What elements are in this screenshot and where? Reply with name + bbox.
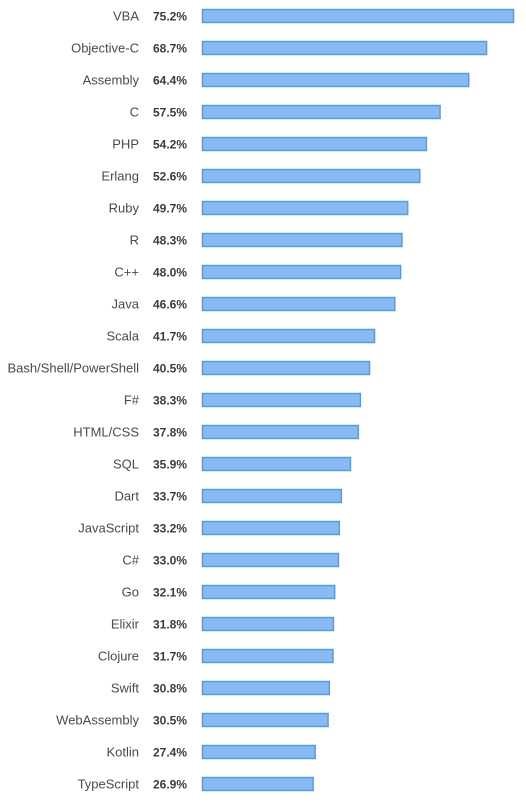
value-label: 41.7% xyxy=(153,330,187,344)
bar xyxy=(201,72,470,88)
value-label: 31.7% xyxy=(153,650,187,664)
bar xyxy=(201,680,331,696)
bar xyxy=(201,40,488,56)
bar xyxy=(201,648,334,664)
value-label: 48.3% xyxy=(153,234,187,248)
chart-rows: VBA 75.2% Objective-C 68.7% Assembly 64.4% C 57… xyxy=(7,8,515,792)
category-label: Scala xyxy=(106,329,139,344)
bar xyxy=(201,456,352,472)
category-label: Swift xyxy=(111,681,140,696)
category-label: C# xyxy=(122,553,139,568)
value-label: 30.5% xyxy=(153,714,187,728)
value-label: 57.5% xyxy=(153,106,187,120)
value-label: 31.8% xyxy=(153,618,187,632)
category-label: Clojure xyxy=(98,649,139,664)
value-label: 38.3% xyxy=(153,394,187,408)
bar xyxy=(201,328,376,344)
category-label: Assembly xyxy=(83,73,140,88)
bar xyxy=(201,744,316,760)
bar xyxy=(201,392,362,408)
category-label: VBA xyxy=(113,9,139,24)
category-label: Kotlin xyxy=(106,745,139,760)
category-label: HTML/CSS xyxy=(73,425,139,440)
value-label: 64.4% xyxy=(153,74,187,88)
category-label: TypeScript xyxy=(78,777,140,792)
bar xyxy=(201,584,336,600)
value-label: 52.6% xyxy=(153,170,187,184)
bar xyxy=(201,8,515,24)
value-label: 37.8% xyxy=(153,426,187,440)
bar xyxy=(201,136,428,152)
bar xyxy=(201,552,340,568)
category-label: C++ xyxy=(114,265,139,280)
bar xyxy=(201,264,402,280)
bar xyxy=(201,168,421,184)
bar xyxy=(201,616,335,632)
value-label: 35.9% xyxy=(153,458,187,472)
category-label: Bash/Shell/PowerShell xyxy=(7,361,139,376)
bar xyxy=(201,232,403,248)
value-label: 30.8% xyxy=(153,682,187,696)
bar xyxy=(201,712,329,728)
value-label: 48.0% xyxy=(153,266,187,280)
bar xyxy=(201,488,343,504)
bar xyxy=(201,296,396,312)
bar xyxy=(201,424,360,440)
category-label: R xyxy=(130,233,139,248)
value-label: 75.2% xyxy=(153,10,187,24)
category-label: Erlang xyxy=(101,169,139,184)
category-label: F# xyxy=(124,393,140,408)
value-label: 68.7% xyxy=(153,42,187,56)
bar xyxy=(201,200,409,216)
bar xyxy=(201,520,340,536)
value-label: 32.1% xyxy=(153,586,187,600)
value-label: 33.2% xyxy=(153,522,187,536)
category-label: C xyxy=(130,105,139,120)
value-label: 27.4% xyxy=(153,746,187,760)
value-label: 54.2% xyxy=(153,138,187,152)
value-label: 49.7% xyxy=(153,202,187,216)
value-label: 33.7% xyxy=(153,490,187,504)
bar xyxy=(201,776,314,792)
category-label: PHP xyxy=(112,137,139,152)
category-label: Ruby xyxy=(109,201,140,216)
value-label: 40.5% xyxy=(153,362,187,376)
value-label: 33.0% xyxy=(153,554,187,568)
bar xyxy=(201,104,441,120)
category-label: JavaScript xyxy=(78,521,139,536)
category-label: Go xyxy=(122,585,139,600)
bar xyxy=(201,360,371,376)
category-label: Objective-C xyxy=(71,41,139,56)
category-label: Java xyxy=(112,297,140,312)
category-label: WebAssembly xyxy=(56,713,139,728)
category-label: Dart xyxy=(114,489,139,504)
category-label: SQL xyxy=(113,457,139,472)
value-label: 26.9% xyxy=(153,778,187,792)
category-label: Elixir xyxy=(111,617,140,632)
value-label: 46.6% xyxy=(153,298,187,312)
